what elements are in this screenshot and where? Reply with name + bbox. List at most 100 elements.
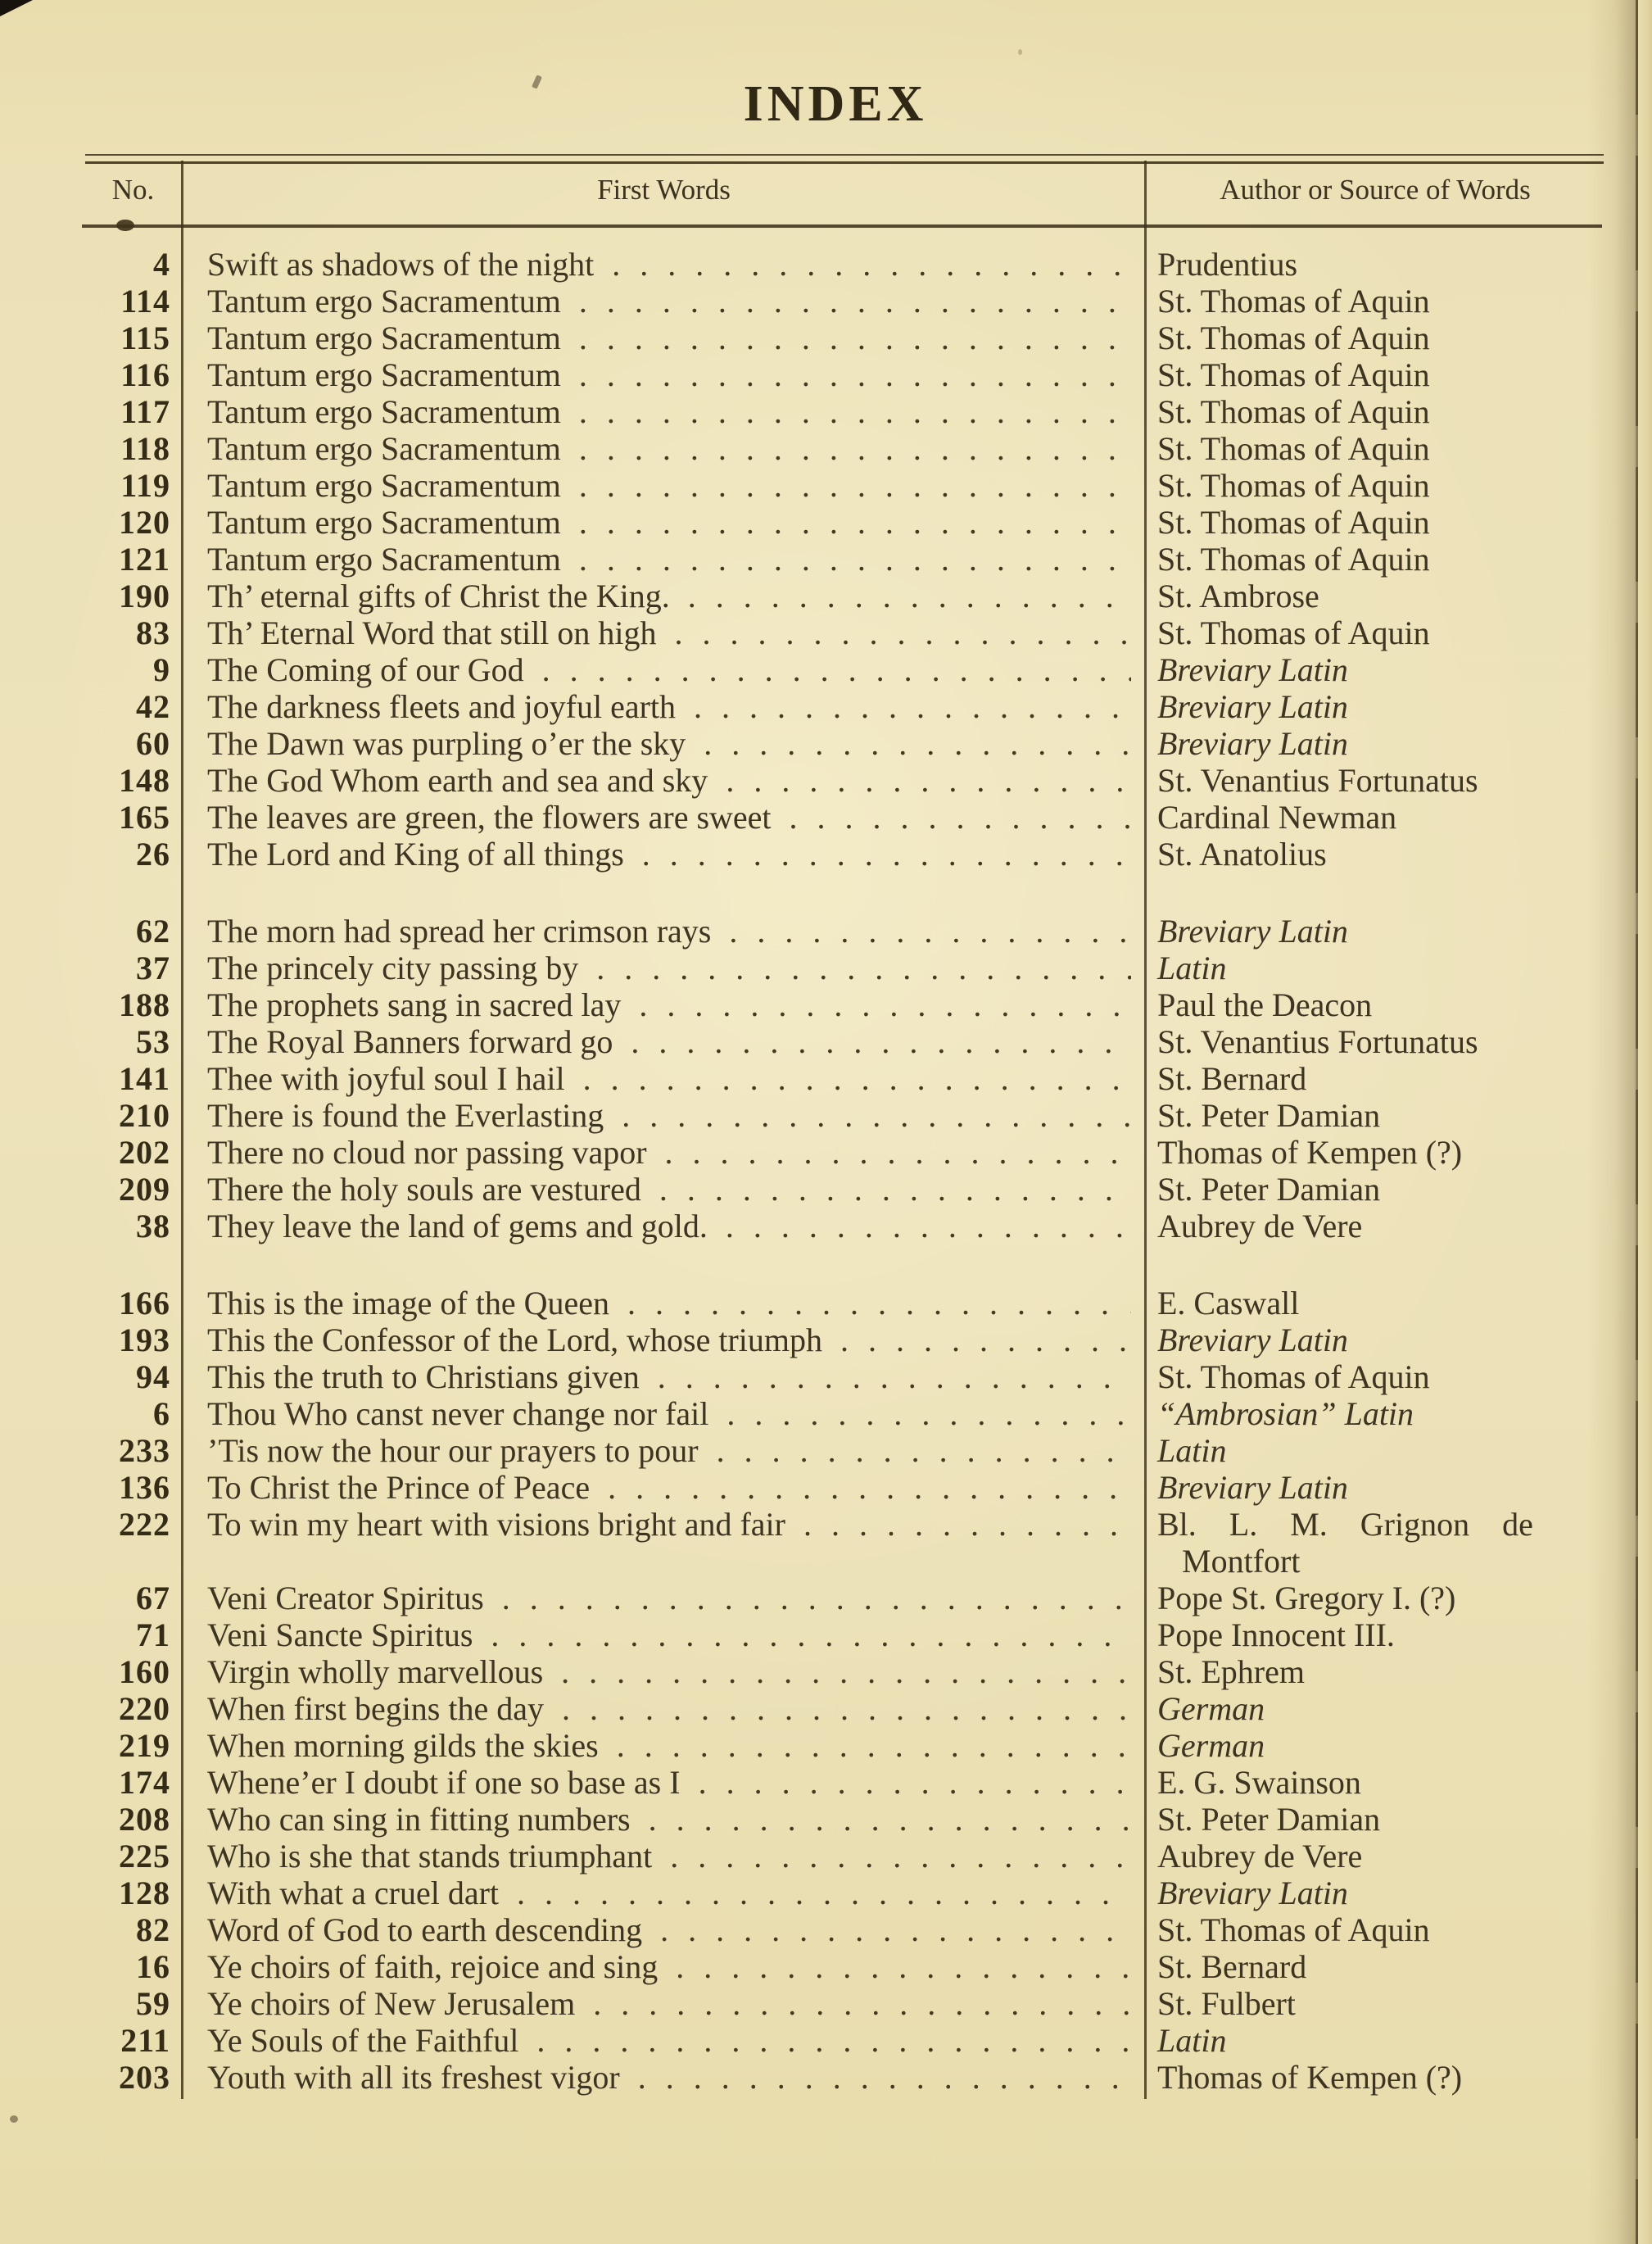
first-words-text: The Coming of our God: [207, 651, 524, 688]
column-divider-no: [181, 161, 183, 2099]
first-words-cell: There is found the Everlasting . . . . .…: [207, 1097, 1131, 1134]
hymn-number: 82: [136, 1911, 170, 1948]
first-words-text: To Christ the Prince of Peace: [207, 1469, 591, 1506]
first-words-cell: Thee with joyful soul I hail . . . . . .…: [207, 1060, 1131, 1097]
hymn-number: 225: [119, 1838, 170, 1875]
author-text: St. Thomas of Aquin: [1157, 541, 1430, 578]
table-row: 82 Word of God to earth descending . . .…: [0, 1911, 1652, 1948]
hymn-number: 4: [153, 246, 170, 283]
dot-leader: . . . . . . . . . . . . . . . . . . . . …: [641, 836, 1131, 873]
dot-leader: . . . . . . . . . . . . . . . . . . . . …: [674, 614, 1131, 651]
first-words-cell: Virgin wholly marvellous . . . . . . . .…: [207, 1653, 1131, 1690]
first-words-text: The morn had spread her crimson rays: [207, 913, 712, 950]
dot-leader: . . . . . . . . . . . . . . . . . . . . …: [578, 504, 1131, 541]
dot-leader: . . . . . . . . . . . . . . . . . . . . …: [726, 1395, 1131, 1432]
dot-leader: . . . . . . . . . . . . . . . . . . . . …: [704, 725, 1131, 762]
author-text: Latin: [1157, 1432, 1227, 1469]
first-words-cell: With what a cruel dart . . . . . . . . .…: [207, 1875, 1131, 1911]
author-text: Breviary Latin: [1157, 688, 1348, 725]
first-words-text: Veni Sancte Spiritus: [207, 1616, 473, 1653]
author-text: St. Ephrem: [1157, 1653, 1305, 1690]
author-text: St. Thomas of Aquin: [1157, 320, 1430, 356]
first-words-cell: Swift as shadows of the night . . . . . …: [207, 246, 1131, 283]
first-words-cell: When first begins the day . . . . . . . …: [207, 1690, 1131, 1727]
hymn-number: 114: [120, 283, 170, 320]
first-words-cell: The Dawn was purpling o’er the sky . . .…: [207, 725, 1131, 762]
first-words-cell: Word of God to earth descending . . . . …: [207, 1911, 1131, 1948]
table-row: 42 The darkness fleets and joyful earth …: [0, 688, 1652, 725]
first-words-text: The Dawn was purpling o’er the sky: [207, 725, 686, 762]
dot-leader: . . . . . . . . . . . . . . . . . . . . …: [660, 1911, 1131, 1948]
table-row: 188 The prophets sang in sacred lay . . …: [0, 986, 1652, 1023]
first-words-cell: Who is she that stands triumphant . . . …: [207, 1838, 1131, 1875]
table-row: 165 The leaves are green, the flowers ar…: [0, 799, 1652, 836]
table-row: 59 Ye choirs of New Jerusalem . . . . . …: [0, 1985, 1652, 2022]
dot-leader: . . . . . . . . . . . . . . . . . . . . …: [639, 986, 1131, 1023]
first-words-cell: Ye choirs of faith, rejoice and sing . .…: [207, 1948, 1131, 1985]
hymn-number: 117: [120, 393, 170, 430]
author-text: Breviary Latin: [1157, 651, 1348, 688]
author-text: St. Bernard: [1157, 1948, 1307, 1985]
column-header-first-words: First Words: [597, 174, 731, 206]
hymn-number: 62: [136, 913, 170, 950]
author-text: German: [1157, 1690, 1265, 1727]
dot-leader: . . . . . . . . . . . . . . . . . . . . …: [676, 1948, 1131, 1985]
first-words-text: There no cloud nor passing vapor: [207, 1134, 647, 1171]
table-row: 60 The Dawn was purpling o’er the sky . …: [0, 725, 1652, 762]
table-row: 71 Veni Sancte Spiritus . . . . . . . . …: [0, 1616, 1652, 1653]
hymn-number: 128: [119, 1875, 170, 1911]
hymn-number: 190: [119, 578, 170, 614]
table-row: 115 Tantum ergo Sacramentum . . . . . . …: [0, 320, 1652, 356]
author-text: St. Venantius Fortunatus: [1157, 1023, 1478, 1060]
hymn-number: 208: [119, 1801, 170, 1838]
author-text: St. Peter Damian: [1157, 1171, 1381, 1208]
first-words-cell: The prophets sang in sacred lay . . . . …: [207, 986, 1131, 1023]
author-text: St. Ambrose: [1157, 578, 1319, 614]
table-row: Montfort: [0, 1543, 1652, 1580]
hymn-number: 222: [119, 1506, 170, 1543]
hymn-number: 60: [136, 725, 170, 762]
author-text: St. Peter Damian: [1157, 1801, 1381, 1838]
table-header-rule: [82, 224, 1602, 228]
first-words-cell: Tantum ergo Sacramentum . . . . . . . . …: [207, 356, 1131, 393]
table-row: 114 Tantum ergo Sacramentum . . . . . . …: [0, 283, 1652, 320]
first-words-cell: Who can sing in fitting numbers . . . . …: [207, 1801, 1131, 1838]
dot-leader: . . . . . . . . . . . . . . . . . . . . …: [491, 1616, 1131, 1653]
first-words-text: Word of God to earth descending: [207, 1911, 643, 1948]
first-words-text: Youth with all its freshest vigor: [207, 2059, 620, 2096]
author-text: German: [1157, 1727, 1265, 1764]
table-header-rule-blot: [116, 220, 134, 231]
table-top-rule: [85, 154, 1604, 164]
hymn-number: 71: [136, 1616, 170, 1653]
first-words-text: When first begins the day: [207, 1690, 544, 1727]
first-words-text: The princely city passing by: [207, 950, 579, 986]
table-row: 26 The Lord and King of all things . . .…: [0, 836, 1652, 873]
first-words-cell: There no cloud nor passing vapor . . . .…: [207, 1134, 1131, 1171]
dot-leader: . . . . . . . . . . . . . . . . . . . . …: [789, 799, 1131, 836]
hymn-number: 219: [119, 1727, 170, 1764]
first-words-text: Tantum ergo Sacramentum: [207, 320, 561, 356]
dot-leader: . . . . . . . . . . . . . . . . . . . . …: [725, 1208, 1131, 1244]
first-words-cell: When morning gilds the skies . . . . . .…: [207, 1727, 1131, 1764]
first-words-text: The Royal Banners forward go: [207, 1023, 613, 1060]
first-words-cell: This the truth to Christians given . . .…: [207, 1358, 1131, 1395]
dot-leader: . . . . . . . . . . . . . . . . . . . . …: [687, 578, 1131, 614]
table-row: 121 Tantum ergo Sacramentum . . . . . . …: [0, 541, 1652, 578]
first-words-text: There is found the Everlasting: [207, 1097, 604, 1134]
hymn-number: 83: [136, 614, 170, 651]
hymn-number: 37: [136, 950, 170, 986]
table-row: 141 Thee with joyful soul I hail . . . .…: [0, 1060, 1652, 1097]
first-words-text: Ye choirs of faith, rejoice and sing: [207, 1948, 659, 1985]
first-words-text: Tantum ergo Sacramentum: [207, 430, 561, 467]
first-words-cell: Th’ Eternal Word that still on high . . …: [207, 614, 1131, 651]
dot-leader: . . . . . . . . . . . . . . . . . . . . …: [578, 393, 1131, 430]
first-words-text: ’Tis now the hour our prayers to pour: [207, 1432, 699, 1469]
table-row: 67 Veni Creator Spiritus . . . . . . . .…: [0, 1580, 1652, 1616]
hymn-number: 53: [136, 1023, 170, 1060]
author-text: St. Thomas of Aquin: [1157, 1358, 1430, 1395]
first-words-text: To win my heart with visions bright and …: [207, 1506, 785, 1543]
table-row: 203 Youth with all its freshest vigor . …: [0, 2059, 1652, 2096]
author-text: St. Venantius Fortunatus: [1157, 762, 1478, 799]
table-row: 9 The Coming of our God . . . . . . . . …: [0, 651, 1652, 688]
